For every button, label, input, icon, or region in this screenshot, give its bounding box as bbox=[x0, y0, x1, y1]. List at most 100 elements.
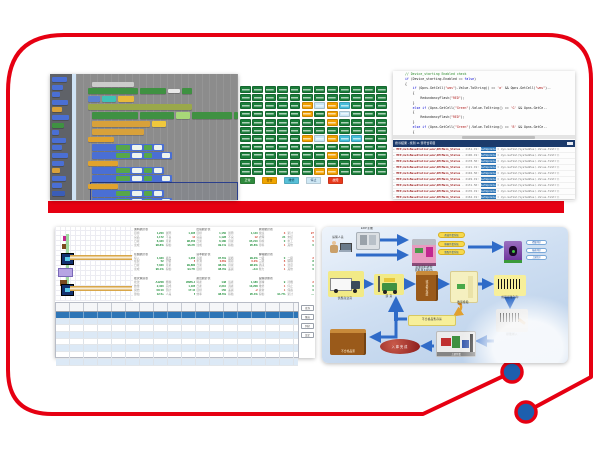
toolbox-block bbox=[52, 160, 64, 166]
conveyor-bar bbox=[70, 255, 132, 260]
code-line: { bbox=[405, 110, 575, 115]
status-cell bbox=[289, 118, 301, 126]
status-cell bbox=[363, 143, 375, 151]
stat-value: 1 bbox=[283, 242, 286, 247]
stat-value: 99,880 bbox=[186, 263, 196, 268]
result-text: = dyn.GetVal(SystemPos).Value.ToStr() bbox=[495, 159, 560, 163]
table-row bbox=[56, 352, 298, 359]
stat-value: 6,420 bbox=[156, 238, 164, 243]
status-cell bbox=[264, 168, 276, 175]
stat-label: 機種 bbox=[165, 280, 172, 285]
status-cell bbox=[277, 86, 288, 93]
stat-value: 0 bbox=[283, 255, 286, 260]
stat-label: 報廢 bbox=[228, 259, 234, 264]
stat-label: 累計 bbox=[287, 291, 293, 296]
stat-value: 1,186 bbox=[188, 284, 196, 289]
wms-server-icon bbox=[412, 239, 436, 266]
stat-label: 不良 bbox=[228, 234, 234, 239]
status-cell bbox=[277, 110, 288, 118]
code-text: ); bbox=[460, 115, 465, 120]
stat-value: 94.7% bbox=[187, 267, 196, 272]
result-text: - 2162.19: bbox=[460, 195, 481, 199]
status-cell bbox=[363, 168, 375, 175]
stat-label: 二級 bbox=[287, 255, 293, 260]
code-line: { bbox=[405, 130, 575, 135]
result-text: … bbox=[393, 147, 397, 151]
block-slot bbox=[144, 199, 152, 200]
stat-value: 98.4% bbox=[218, 263, 227, 268]
stat-value: 6 bbox=[283, 259, 286, 264]
status-cell bbox=[301, 102, 313, 110]
side-button: 設定 bbox=[301, 332, 314, 338]
inspect-label: 數量檢驗 bbox=[457, 301, 469, 304]
stat-label: 批號 bbox=[134, 280, 140, 285]
status-cell bbox=[314, 143, 326, 151]
stat-label: 重測 bbox=[196, 259, 202, 264]
code-text: 'a' bbox=[497, 86, 503, 91]
code-text: { bbox=[405, 81, 407, 86]
code-text: (Opns.GetCell( bbox=[426, 105, 455, 110]
status-cell bbox=[252, 118, 264, 126]
status-cell bbox=[339, 86, 350, 93]
status-cell bbox=[289, 143, 301, 151]
circuit-dot bbox=[514, 400, 538, 424]
stat-label: 其他 bbox=[287, 267, 293, 272]
status-cell bbox=[339, 118, 350, 126]
stat-label: 運轉 bbox=[258, 280, 265, 285]
table-row bbox=[56, 312, 298, 319]
status-grid-legend: 正常 警告 維修 停止 故障 bbox=[240, 177, 343, 185]
result-text: SetUpdate bbox=[480, 189, 496, 193]
toolbox-block bbox=[52, 191, 65, 196]
status-cell bbox=[326, 110, 338, 118]
status-cell bbox=[301, 135, 313, 143]
station-node-magenta bbox=[63, 236, 68, 241]
status-cell bbox=[252, 110, 264, 118]
code-block bbox=[92, 129, 144, 135]
stat-label: 一級 bbox=[258, 255, 265, 260]
barcode-print-label: 條碼標籤列印 bbox=[501, 296, 519, 299]
stat-label: 目標 bbox=[134, 230, 140, 235]
code-block bbox=[118, 96, 134, 102]
code-block bbox=[92, 82, 134, 87]
stat-value: 0 bbox=[312, 242, 314, 247]
code-block bbox=[192, 112, 232, 119]
server-caption-line1: 需求資料處理 bbox=[415, 266, 433, 269]
status-cell bbox=[363, 118, 375, 126]
status-cell bbox=[277, 102, 288, 110]
toolbox-block bbox=[52, 175, 66, 181]
stat-label: 稼動 bbox=[165, 267, 172, 272]
status-cell bbox=[376, 127, 387, 134]
status-cell bbox=[252, 102, 264, 110]
code-line: else if (Opns.GetCell("Green").Value.ToS… bbox=[405, 125, 575, 130]
result-text: … bbox=[393, 195, 397, 199]
toolbox-block bbox=[52, 130, 59, 136]
status-cell bbox=[314, 151, 326, 159]
block-slot bbox=[144, 191, 152, 196]
code-text: ).Value.ToString() == bbox=[468, 124, 511, 129]
stat-label: 異常 bbox=[258, 288, 265, 293]
production-table bbox=[55, 302, 299, 366]
status-cell bbox=[252, 151, 264, 159]
status-cell bbox=[289, 135, 301, 143]
status-cell bbox=[363, 160, 375, 167]
toolbox-block bbox=[52, 84, 63, 90]
stat-pairs: 一級 0 二級 2 三級 6 解除 8 通訊 1 溫度 0 壓力 1 其他 0 bbox=[258, 255, 314, 272]
stat-group-title: 產出統計表 bbox=[196, 277, 211, 281]
status-cell bbox=[314, 127, 326, 134]
status-cell bbox=[314, 110, 326, 118]
stat-group: 進料統計表 目標 1,200 實際 1,186 良品 1,172 不良 14 日累 6,420 月累 9… bbox=[134, 228, 195, 252]
code-text: 'B' bbox=[510, 124, 517, 129]
scrollbar-thumb bbox=[462, 135, 535, 139]
result-text: MES\AutoBaseStation\wms\OPCMain_Status bbox=[396, 171, 461, 175]
code-block bbox=[234, 112, 238, 119]
status-cell bbox=[277, 143, 288, 151]
legend-item: 停止 bbox=[306, 177, 321, 184]
status-cell bbox=[301, 110, 313, 118]
status-cell bbox=[252, 135, 264, 143]
status-cell bbox=[363, 151, 375, 159]
stat-group: 在製統計表 投入 1,320 產出 1,268 在製 52 滯留 6 日累 7,020 月累 99,88… bbox=[134, 253, 195, 277]
code-text: ).Value.ToString() == bbox=[454, 86, 498, 91]
stat-value: 8 bbox=[312, 259, 314, 264]
result-text: - 2131.50: bbox=[460, 183, 481, 187]
stat-label: 週產 bbox=[228, 284, 234, 289]
